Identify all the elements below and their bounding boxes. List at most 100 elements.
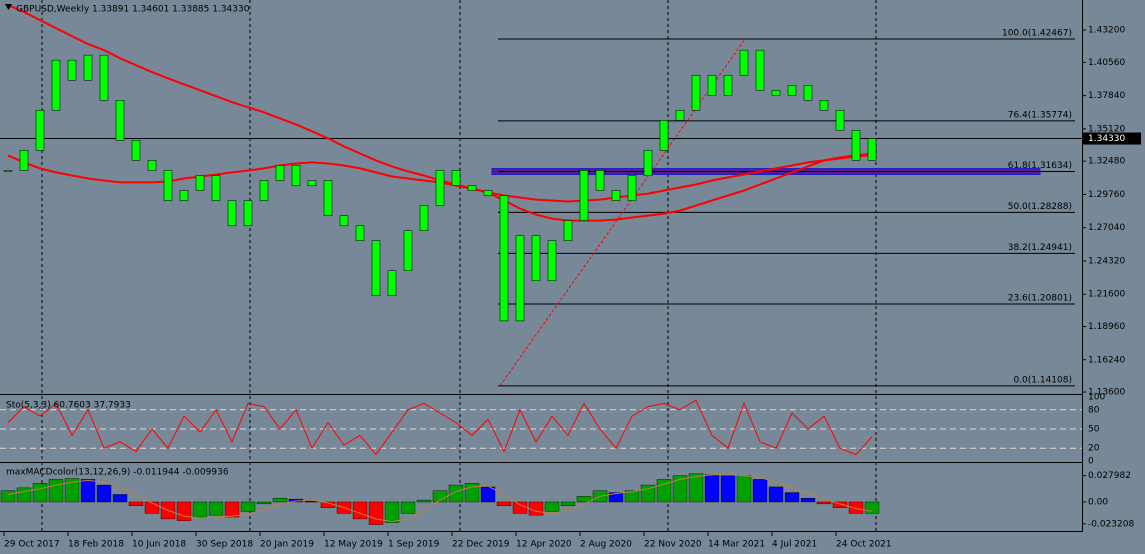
macd-signal	[7, 474, 873, 523]
marks: 1.43200 1.40560 1.37840 1.35120 1.32480 1.297…	[0, 4, 1141, 550]
candle	[179, 190, 189, 201]
candle	[563, 220, 573, 241]
candle	[627, 175, 637, 201]
y-tick-label: 0.027982	[1088, 471, 1131, 481]
candle	[451, 170, 461, 186]
x-tick-label: 30 Sep 2018	[196, 540, 253, 550]
candle	[243, 200, 253, 226]
macd-bar	[800, 498, 816, 503]
macd-bar	[192, 501, 208, 518]
candle	[643, 150, 653, 176]
macd-bar	[768, 486, 784, 503]
fib-label: 38.2(1.24941)	[1008, 243, 1072, 253]
candle	[275, 165, 285, 181]
macd-bar	[352, 501, 368, 520]
candle	[99, 54, 109, 101]
macd-bar	[576, 496, 592, 503]
candle	[787, 84, 797, 96]
x-tick-label: 4 Jul 2021	[772, 540, 817, 550]
price-panel	[0, 0, 1082, 394]
macd-bar	[624, 490, 640, 503]
frames	[0, 0, 1083, 532]
fib-label: 61.8(1.31634)	[1008, 161, 1072, 171]
x-tick-label: 12 Apr 2020	[516, 540, 572, 550]
candle	[51, 59, 61, 111]
y-tick-label: 1.13600	[1088, 388, 1125, 398]
macd-bar	[736, 475, 752, 503]
macd-bar	[560, 501, 576, 506]
macd-bar	[208, 501, 224, 516]
candle	[355, 225, 365, 241]
macd-bar	[496, 501, 512, 506]
x-tick-label: 20 Jan 2019	[260, 540, 314, 550]
candle	[723, 74, 733, 96]
chart-title: GBPUSD,Weekly 1.33891 1.34601 1.33885 1.…	[16, 5, 250, 15]
fib-trend	[499, 38, 746, 387]
candle	[819, 100, 829, 111]
y-tick-label: -0.023208	[1088, 519, 1134, 529]
fib-label: 0.0(1.14108)	[1013, 375, 1072, 385]
candle	[579, 170, 589, 221]
macd-bar	[80, 479, 96, 503]
macd-bar	[720, 475, 736, 503]
macd-bar	[608, 492, 624, 503]
macd-bar	[464, 482, 480, 503]
macd-bar	[272, 498, 288, 503]
candle	[755, 49, 765, 91]
candle	[371, 240, 381, 297]
macd-bar	[688, 473, 704, 503]
stochastic-line	[7, 399, 873, 456]
current-price-box	[1083, 132, 1141, 145]
macd-bar	[112, 494, 128, 503]
y-tick-label: 100	[1088, 393, 1105, 403]
fib-label: 23.6(1.20801)	[1008, 293, 1072, 303]
candle	[387, 270, 397, 297]
macd-bar	[64, 478, 80, 503]
period-separators	[41, 0, 877, 532]
candle	[147, 160, 157, 171]
macd-bar	[16, 487, 32, 503]
candle	[611, 190, 621, 201]
candle	[675, 110, 685, 121]
candle	[67, 59, 77, 81]
macd-bar	[784, 492, 800, 503]
candle	[467, 185, 477, 191]
x-tick-label: 29 Oct 2017	[4, 540, 60, 550]
macd-bar	[176, 501, 192, 521]
candle	[803, 84, 813, 101]
macd-bar	[752, 479, 768, 503]
fib-label: 76.4(1.35774)	[1008, 110, 1072, 120]
macd-bar	[0, 490, 16, 503]
macd-bar	[544, 501, 560, 512]
candle	[531, 235, 541, 282]
candle	[227, 200, 237, 226]
symbol-icon	[5, 4, 12, 10]
x-tick-label: 1 Sep 2019	[388, 540, 440, 550]
macd-title: maxMACDcolor(13,12,26,9) -0.011944 -0.00…	[6, 468, 229, 478]
macd-bar	[448, 484, 464, 503]
macd-bar	[832, 501, 848, 508]
macd-bar	[48, 479, 64, 503]
candle	[195, 175, 205, 191]
macd-bar	[816, 501, 832, 505]
candle	[707, 74, 717, 96]
y-tick-label: 1.43200	[1088, 26, 1125, 36]
fib-label: 50.0(1.28288)	[1008, 202, 1072, 212]
y-tick-label: 1.35120	[1088, 124, 1125, 134]
y-tick-label: 1.16240	[1088, 355, 1125, 365]
x-tick-label: 22 Nov 2020	[644, 540, 702, 550]
candle	[867, 138, 877, 161]
candle	[515, 235, 525, 322]
candle	[163, 170, 173, 201]
macd-bar	[400, 501, 416, 514]
macd-bar	[704, 474, 720, 503]
y-tick-label: 1.18960	[1088, 322, 1125, 332]
x-tick-label: 2 Aug 2020	[580, 540, 632, 550]
candle	[403, 230, 413, 271]
y-tick-label: 1.27040	[1088, 223, 1125, 233]
candle	[691, 74, 701, 111]
macd-bar	[384, 501, 400, 523]
candle	[115, 100, 125, 141]
candle	[323, 180, 333, 216]
